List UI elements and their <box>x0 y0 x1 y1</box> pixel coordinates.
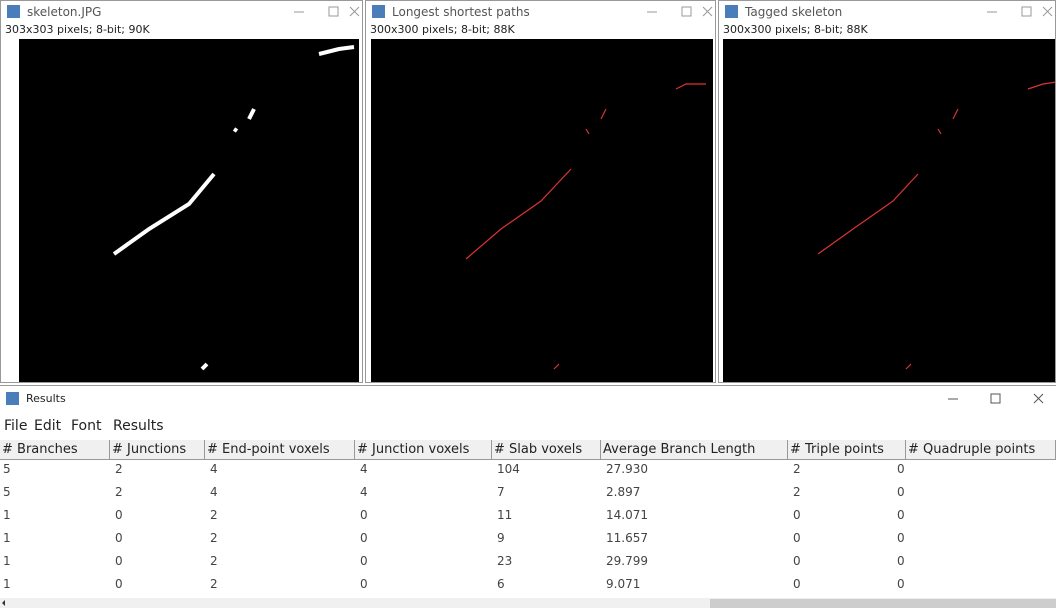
window-controls[interactable] <box>232 1 362 23</box>
window-controls[interactable] <box>925 1 1055 23</box>
title-bar: Results <box>0 386 1056 410</box>
table-cell: 2 <box>793 462 801 476</box>
table-cell: 2 <box>210 554 218 568</box>
table-cell: 4 <box>210 485 218 499</box>
window-controls[interactable] <box>585 1 715 23</box>
table-cell: 11 <box>497 508 512 522</box>
table-cell: 29.799 <box>606 554 648 568</box>
column-header[interactable]: # Quadruple points <box>906 440 1056 460</box>
table-cell: 1 <box>3 554 11 568</box>
image-window: Longest shortest paths 300x300 pixels; 8… <box>365 0 716 383</box>
menu-item[interactable]: File <box>4 418 27 434</box>
screen: skeleton.JPG 303x303 pixels; 8-bit; 90K … <box>0 0 1056 607</box>
table-cell: 0 <box>793 531 801 545</box>
table-cell: 0 <box>115 531 123 545</box>
table-cell: 1 <box>3 508 11 522</box>
table-cell: 0 <box>793 554 801 568</box>
menu-item[interactable]: Results <box>113 418 164 434</box>
menu-item[interactable]: Font <box>71 418 101 434</box>
table-cell: 6 <box>497 577 505 591</box>
image-info: 300x300 pixels; 8-bit; 88K <box>370 23 515 36</box>
window-title: Tagged skeleton <box>745 5 842 19</box>
table-cell: 0 <box>115 554 123 568</box>
table-cell: 0 <box>897 508 905 522</box>
image <box>723 39 1056 382</box>
window-title: Longest shortest paths <box>392 5 530 19</box>
table-cell: 4 <box>360 462 368 476</box>
column-header[interactable]: # Triple points <box>788 440 906 460</box>
table-cell: 23 <box>497 554 512 568</box>
column-header[interactable]: # Slab voxels <box>492 440 601 460</box>
window-controls[interactable] <box>926 386 1056 410</box>
table-cell: 2 <box>210 508 218 522</box>
column-header[interactable]: # End-point voxels <box>205 440 355 460</box>
title-bar: Longest shortest paths <box>366 1 715 23</box>
image <box>371 39 713 382</box>
table-cell: 14.071 <box>606 508 648 522</box>
table-cell: 2 <box>115 462 123 476</box>
table-cell: 0 <box>897 577 905 591</box>
table-cell: 1 <box>3 531 11 545</box>
table-cell: 2 <box>210 577 218 591</box>
table-cell: 0 <box>897 554 905 568</box>
table-cell: 9 <box>497 531 505 545</box>
image-info: 303x303 pixels; 8-bit; 90K <box>5 23 150 36</box>
window-title: skeleton.JPG <box>27 5 101 19</box>
table-cell: 0 <box>897 485 905 499</box>
table-cell: 2 <box>793 485 801 499</box>
table-cell: 0 <box>115 577 123 591</box>
table-cell: 2 <box>115 485 123 499</box>
table-cell: 0 <box>360 508 368 522</box>
title-bar: Tagged skeleton <box>719 1 1055 23</box>
table-cell: 7 <box>497 485 505 499</box>
column-header[interactable]: # Junction voxels <box>355 440 492 460</box>
table-cell: 2.897 <box>606 485 640 499</box>
image-window: skeleton.JPG 303x303 pixels; 8-bit; 90K <box>0 0 363 383</box>
table-cell: 0 <box>360 531 368 545</box>
column-header[interactable]: # Junctions <box>110 440 205 460</box>
table-cell: 2 <box>210 531 218 545</box>
image <box>19 39 359 382</box>
table-cell: 5 <box>3 485 11 499</box>
table-cell: 4 <box>210 462 218 476</box>
table-cell: 0 <box>793 577 801 591</box>
table-cell: 5 <box>3 462 11 476</box>
table-cell: 0 <box>360 554 368 568</box>
image-window: Tagged skeleton 300x300 pixels; 8-bit; 8… <box>718 0 1056 383</box>
table-cell: 1 <box>3 577 11 591</box>
window-title: Results <box>26 392 66 405</box>
image-info: 300x300 pixels; 8-bit; 88K <box>723 23 868 36</box>
table-cell: 9.071 <box>606 577 640 591</box>
table-cell: 104 <box>497 462 520 476</box>
table-cell: 4 <box>360 485 368 499</box>
column-header[interactable]: # Branches <box>0 440 110 460</box>
table-cell: 0 <box>115 508 123 522</box>
table-cell: 0 <box>897 531 905 545</box>
title-bar: skeleton.JPG <box>1 1 362 23</box>
table-cell: 0 <box>793 508 801 522</box>
column-header[interactable]: Average Branch Length <box>601 440 788 460</box>
table-cell: 11.657 <box>606 531 648 545</box>
table-cell: 27.930 <box>606 462 648 476</box>
table-cell: 0 <box>897 462 905 476</box>
menu-item[interactable]: Edit <box>34 418 61 434</box>
table-cell: 0 <box>360 577 368 591</box>
